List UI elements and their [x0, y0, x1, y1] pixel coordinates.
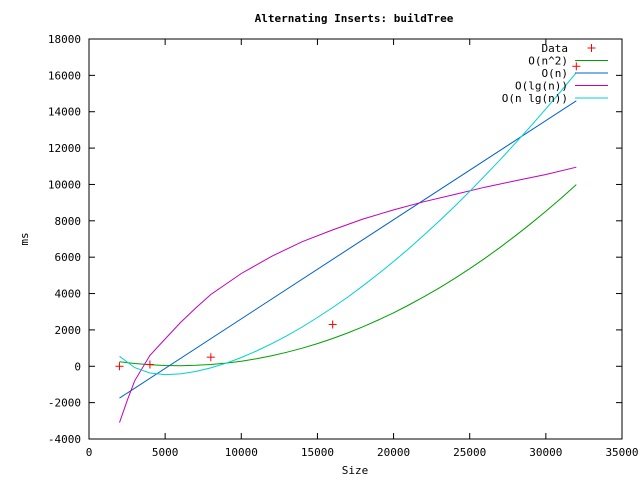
data-point: [328, 320, 337, 329]
legend-label: O(n^2): [528, 55, 568, 68]
series-line-1: [119, 100, 577, 399]
data-point: [115, 362, 124, 371]
y-tick-label: 10000: [48, 178, 81, 191]
data-point: [145, 360, 154, 369]
series-line-0: [119, 184, 577, 367]
y-tick-label: 4000: [55, 288, 82, 301]
legend-label: O(n lg(n)): [502, 92, 568, 105]
x-axis-label: Size: [342, 464, 369, 477]
y-tick-label: -2000: [48, 397, 81, 410]
x-tick-label: 20000: [377, 446, 410, 459]
y-tick-label: 14000: [48, 106, 81, 119]
data-point: [206, 353, 215, 362]
series-line-2: [119, 166, 577, 423]
x-tick-label: 10000: [225, 446, 258, 459]
x-tick-label: 25000: [453, 446, 486, 459]
legend-label: O(n): [542, 67, 569, 80]
y-tick-label: 2000: [55, 324, 82, 337]
x-tick-label: 0: [86, 446, 93, 459]
series-line-3: [119, 72, 577, 376]
series-layer: [119, 72, 577, 423]
y-tick-label: -4000: [48, 433, 81, 446]
legend-marker: [587, 44, 596, 52]
data-point: [572, 62, 581, 71]
plot-frame: [88, 38, 623, 440]
chart-title: Alternating Inserts: buildTree: [255, 12, 454, 25]
axis-ticks: 0 5000 10000 15000 20000 25000 30000 35000-4000…: [48, 33, 639, 459]
y-tick-label: 18000: [48, 33, 81, 46]
y-tick-label: 6000: [55, 251, 82, 264]
y-axis-label: ms: [18, 232, 31, 245]
x-tick-label: 30000: [529, 446, 562, 459]
x-tick-label: 15000: [301, 446, 334, 459]
x-tick-label: 35000: [605, 446, 638, 459]
y-tick-label: 12000: [48, 142, 81, 155]
x-tick-label: 5000: [152, 446, 179, 459]
y-tick-label: 0: [74, 360, 81, 373]
legend-label: O(lg(n)): [515, 80, 568, 93]
legend-label: Data: [542, 42, 569, 55]
y-tick-label: 16000: [48, 69, 81, 82]
y-tick-label: 8000: [55, 215, 82, 228]
data-points: [115, 62, 581, 371]
